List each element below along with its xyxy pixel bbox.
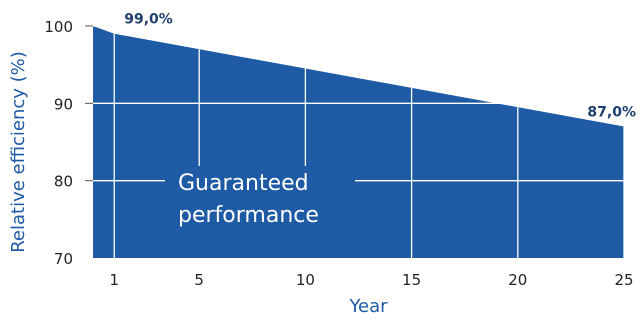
efficiency-area — [93, 26, 624, 258]
y-axis-title: Relative efficiency (%) — [8, 51, 29, 253]
area-annotation-line: Guaranteed — [178, 171, 309, 196]
area-layer — [93, 26, 624, 258]
data-label: 99,0% — [124, 12, 173, 28]
grid-layer — [85, 25, 625, 258]
x-tick-label: 25 — [614, 271, 633, 289]
x-axis-title: Year — [348, 296, 388, 317]
x-tick-label: 1 — [109, 271, 119, 289]
x-tick-label: 10 — [296, 271, 315, 289]
x-tick-label: 20 — [508, 271, 527, 289]
y-tick-label: 90 — [54, 95, 73, 113]
y-tick-label: 80 — [54, 173, 73, 191]
label-layer: 99,0% 87,0% — [124, 12, 636, 121]
y-tick-label: 70 — [54, 250, 73, 268]
annotation-layer: Guaranteed performance — [178, 171, 319, 228]
x-tick-label: 15 — [402, 271, 421, 289]
area-annotation-line: performance — [178, 203, 319, 228]
data-label: 87,0% — [587, 105, 636, 121]
y-tick-label: 100 — [44, 18, 73, 36]
x-tick-label: 5 — [194, 271, 204, 289]
